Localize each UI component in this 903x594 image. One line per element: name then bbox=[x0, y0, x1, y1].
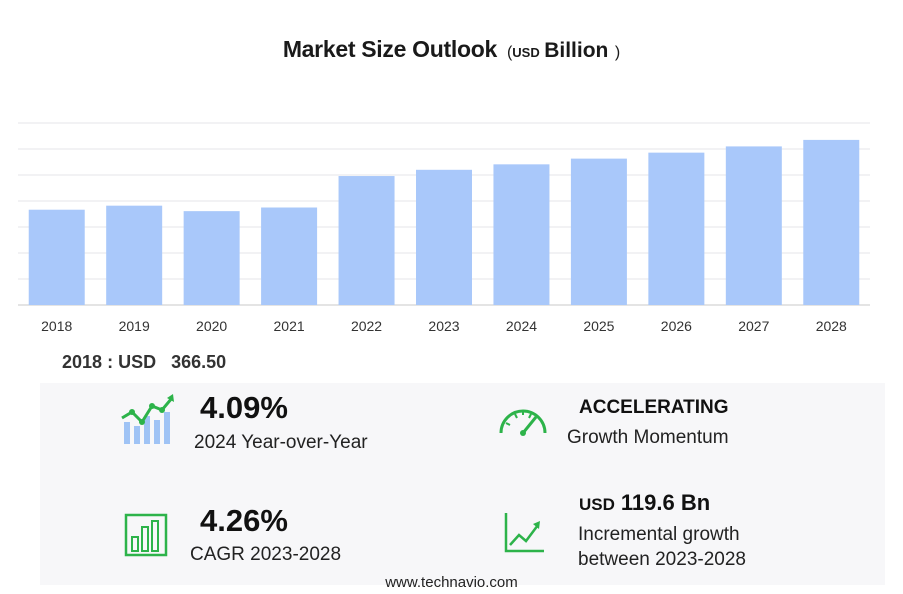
x-tick-label-2022: 2022 bbox=[351, 318, 382, 334]
yoy-value: 4.09% bbox=[200, 390, 288, 425]
x-tick-label-2026: 2026 bbox=[661, 318, 692, 334]
base-amount: 366.50 bbox=[171, 352, 227, 372]
yoy-caption: 2024 Year-over-Year bbox=[194, 432, 368, 453]
incremental-currency: USD bbox=[579, 495, 615, 514]
momentum-caption: Growth Momentum bbox=[567, 427, 729, 448]
x-tick-label-2018: 2018 bbox=[41, 318, 72, 334]
bar-chart-icon bbox=[124, 513, 168, 557]
x-tick-label-2028: 2028 bbox=[816, 318, 847, 334]
stats-panel: 4.09% 2024 Year-over-Year ACCELERATING G… bbox=[40, 383, 885, 585]
bar-2018 bbox=[28, 209, 85, 305]
chart-bars bbox=[28, 139, 860, 305]
x-tick-label-2027: 2027 bbox=[738, 318, 769, 334]
x-tick-label-2025: 2025 bbox=[583, 318, 614, 334]
bar-2020 bbox=[183, 211, 240, 305]
incremental-amount: 119.6 Bn bbox=[620, 490, 711, 515]
incremental-caption-line2: between 2023-2028 bbox=[578, 549, 746, 570]
title-open-paren: ( bbox=[506, 44, 513, 61]
base-year-value: 2018 : USD 366.50 bbox=[62, 352, 226, 373]
footer-website: www.technavio.com bbox=[385, 574, 518, 591]
chart-x-tick-labels: 2018 2019 2020 2021 2022 2023 2024 2025 2026 2027… bbox=[41, 318, 847, 334]
bar-2022 bbox=[338, 176, 395, 305]
chart-title: Market Size Outlook (USD Billion ) bbox=[0, 36, 903, 63]
title-unit: Billion bbox=[544, 39, 609, 62]
bar-2027 bbox=[725, 146, 782, 305]
incremental-value: USD 119.6 Bn bbox=[579, 490, 710, 516]
cagr-value: 4.26% bbox=[200, 503, 288, 538]
chart-title-main: Market Size Outlook bbox=[282, 36, 497, 62]
momentum-value: ACCELERATING bbox=[579, 397, 729, 418]
incremental-caption-line1: Incremental growth bbox=[578, 524, 740, 545]
bar-2023 bbox=[416, 169, 472, 305]
bar-2021 bbox=[261, 207, 318, 305]
trend-bars-icon bbox=[121, 394, 174, 444]
x-tick-label-2021: 2021 bbox=[274, 318, 305, 334]
bar-2025 bbox=[570, 158, 627, 305]
x-tick-label-2023: 2023 bbox=[428, 318, 459, 334]
bar-2028 bbox=[803, 139, 860, 305]
bar-2019 bbox=[106, 205, 163, 305]
base-currency: USD bbox=[118, 352, 157, 372]
base-year: 2018 bbox=[62, 352, 103, 372]
x-tick-label-2019: 2019 bbox=[119, 318, 150, 334]
title-currency: USD bbox=[512, 45, 540, 60]
speedometer-icon bbox=[499, 409, 547, 436]
x-tick-label-2020: 2020 bbox=[196, 318, 227, 334]
bar-chart: 2018 2019 2020 2021 2022 2023 2024 2025 2026 2027… bbox=[18, 122, 870, 334]
cagr-caption: CAGR 2023-2028 bbox=[190, 544, 342, 565]
bar-2024 bbox=[493, 164, 550, 305]
title-close-paren: ) bbox=[614, 44, 621, 61]
bar-2026 bbox=[648, 152, 705, 305]
x-tick-label-2024: 2024 bbox=[506, 318, 537, 334]
line-chart-icon bbox=[504, 513, 544, 553]
base-separator: : bbox=[107, 352, 114, 372]
